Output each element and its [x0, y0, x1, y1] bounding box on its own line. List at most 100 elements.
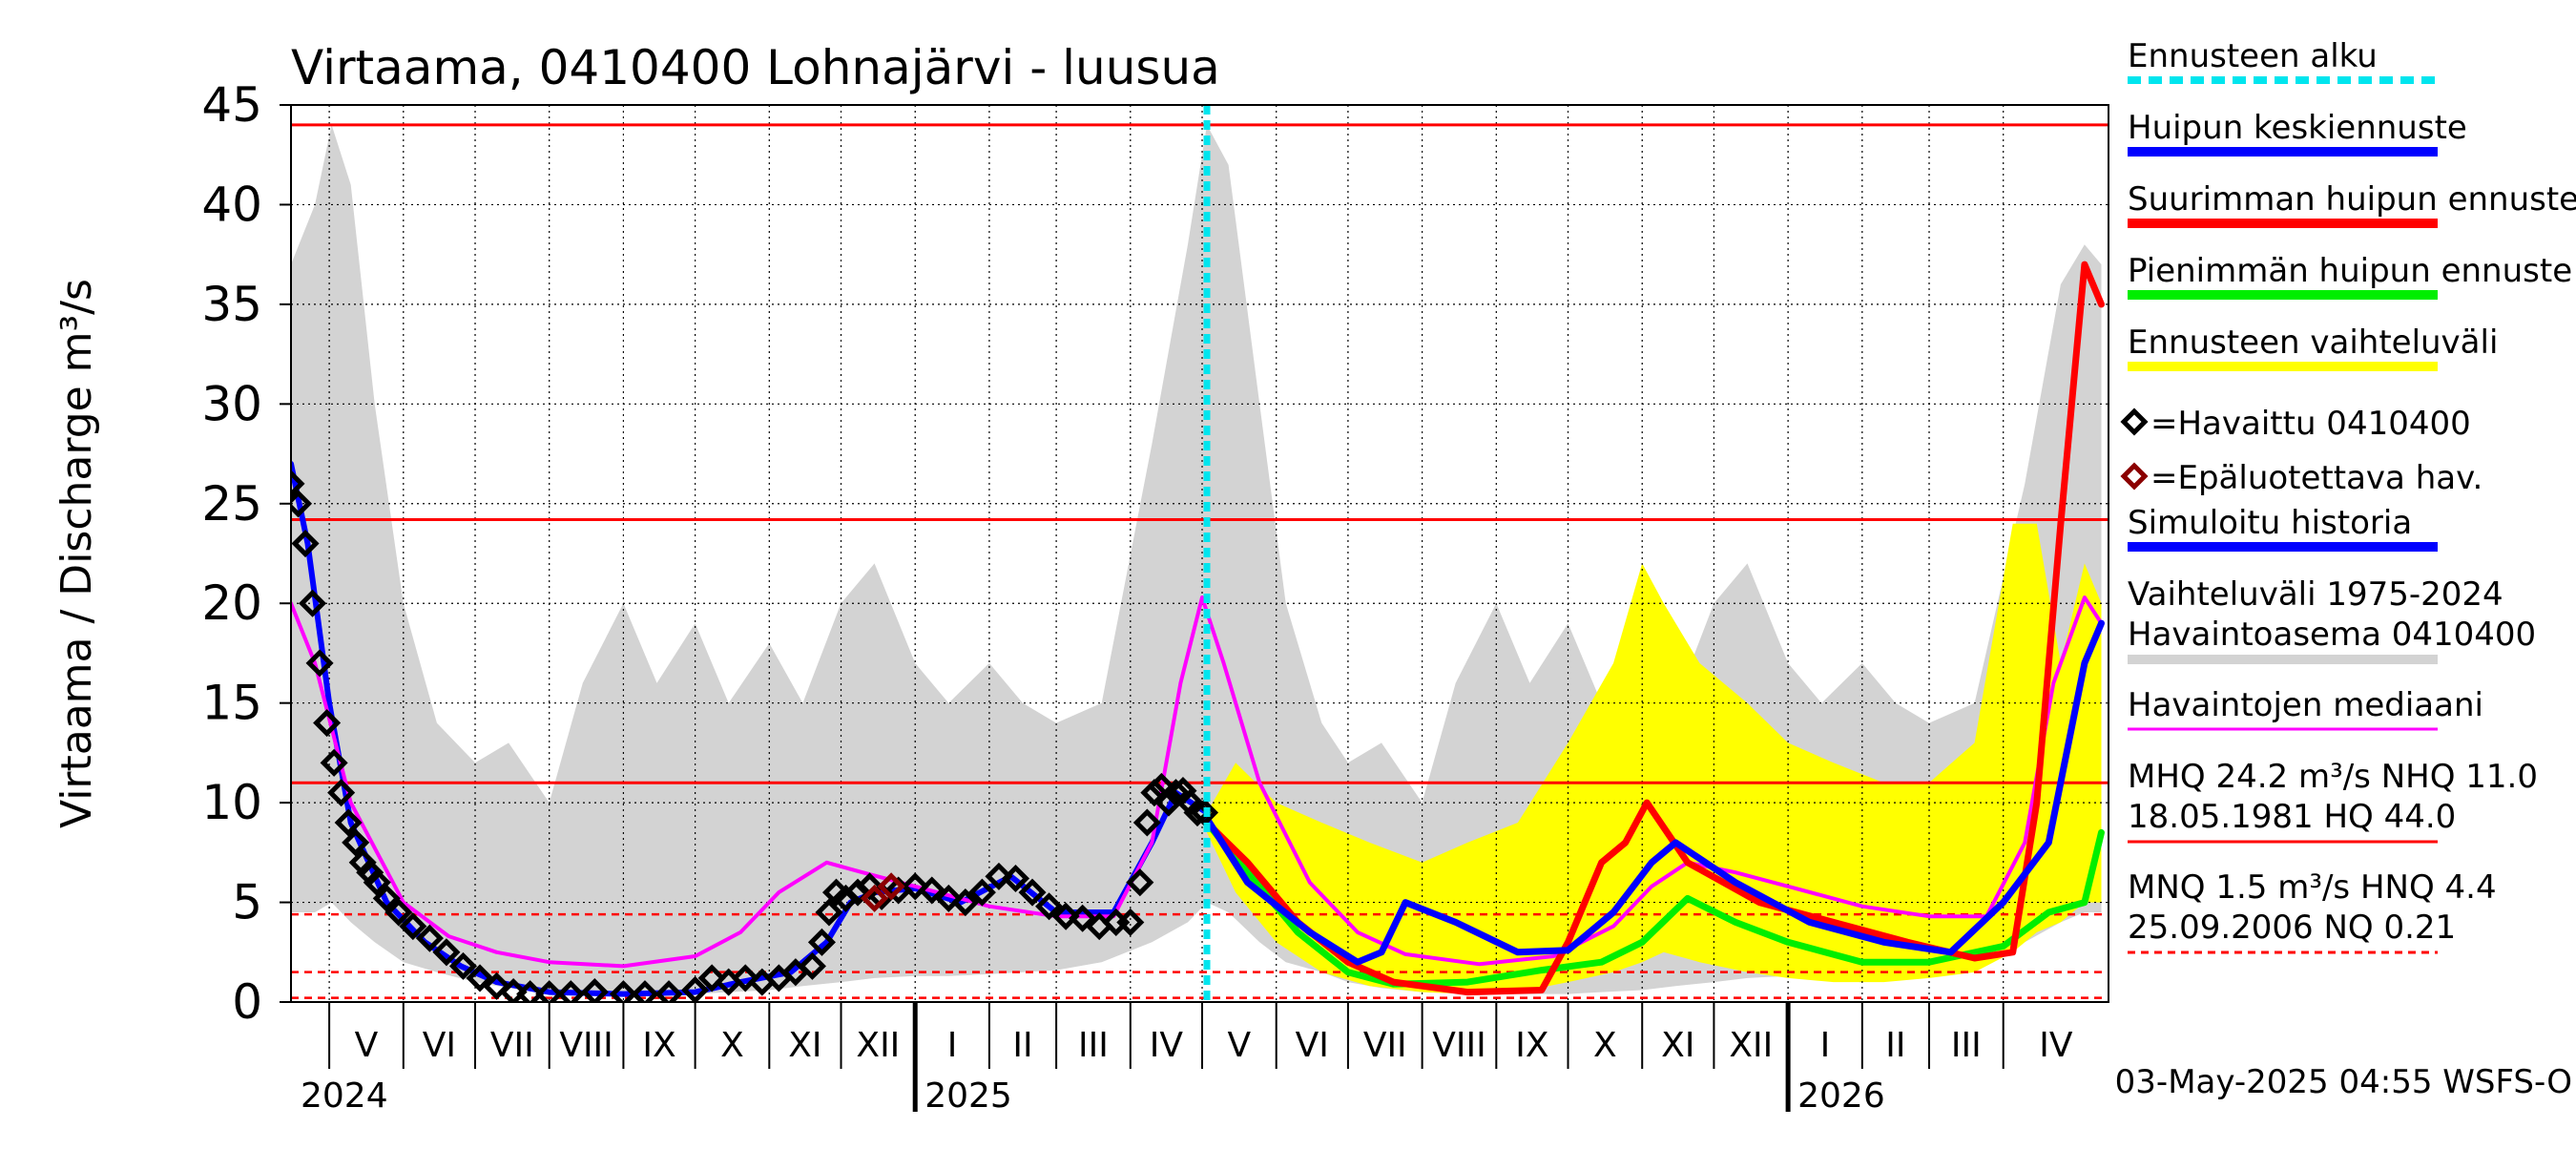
observation-point-64 [1154, 788, 1183, 817]
legend-label-7: =Epäluotettava hav. [2150, 459, 2483, 497]
observation-point-18 [432, 938, 461, 967]
y-tick-label-20: 20 [201, 575, 262, 631]
legend-item-4: Pienimmän huipun ennuste [2128, 252, 2572, 300]
legend-marker-7 [2120, 462, 2149, 491]
month-label-15: VII [1363, 1026, 1407, 1065]
legend-item-12: MNQ 1.5 m³/s HNQ 4.425.09.2006 NQ 0.21 [2128, 868, 2497, 954]
year-label-2024: 2024 [301, 1076, 388, 1116]
month-label-8: XII [856, 1026, 900, 1065]
observation-point-25 [556, 980, 585, 1002]
legend-label-12: MNQ 1.5 m³/s HNQ 4.4 [2128, 868, 2497, 907]
observation-point-60 [1126, 868, 1154, 897]
observation-point-46 [901, 872, 929, 901]
legend-item-8: Simuloitu historia [2128, 504, 2438, 552]
observation-point-55 [1051, 902, 1080, 930]
observation-point-26 [580, 978, 609, 1002]
observation-point-59 [1116, 908, 1145, 936]
min-peak-forecast-line [1203, 819, 2105, 988]
month-label-13: V [1228, 1026, 1252, 1065]
legend-label-10: Havaintojen mediaani [2128, 686, 2483, 724]
legend-label-2: Huipun keskiennuste [2128, 109, 2467, 147]
legend-label-9: Vaihteluväli 1975-2024 [2128, 575, 2503, 614]
legend-label-5: Ennusteen vaihteluväli [2128, 324, 2498, 362]
y-tick-label-25: 25 [201, 476, 262, 532]
month-label-5: IX [642, 1026, 675, 1065]
observation-point-3 [291, 530, 320, 558]
observation-point-15 [384, 898, 413, 927]
observation-point-62 [1140, 779, 1169, 807]
legend-item-1: Ennusteen alku [2128, 37, 2438, 84]
observation-point-24 [535, 980, 564, 1002]
legend-item-5: Ennusteen vaihteluväli [2128, 324, 2498, 371]
legend-label-4: Pienimmän huipun ennuste [2128, 252, 2572, 290]
observation-point-13 [363, 868, 391, 897]
legend-label-1: Ennusteen alku [2128, 37, 2378, 75]
observation-point-39 [815, 898, 843, 927]
plot-frame [290, 104, 2109, 1003]
month-label-9: I [947, 1026, 958, 1065]
observation-point-33 [731, 964, 759, 992]
year-label-2025: 2025 [924, 1076, 1012, 1116]
observation-point-6 [313, 709, 342, 738]
month-label-17: IX [1515, 1026, 1548, 1065]
observation-point-30 [681, 975, 710, 1002]
observation-point-27 [609, 980, 637, 1002]
observation-point-52 [1001, 864, 1030, 893]
chart-title: Virtaama, 0410400 Lohnajärvi - luusua [291, 40, 1220, 95]
legend-item-10: Havaintojen mediaani [2128, 686, 2483, 731]
legend-label-6: =Havaittu 0410400 [2150, 405, 2471, 443]
forecast-band-area [1207, 523, 2102, 994]
month-label-12: IV [1150, 1026, 1184, 1065]
observation-point-53 [1018, 878, 1047, 907]
legend-item-2: Huipun keskiennuste [2128, 109, 2467, 157]
observation-point-47 [918, 876, 946, 905]
month-label-16: VIII [1432, 1026, 1485, 1065]
observation-point-1 [291, 470, 305, 498]
y-axis-label: Virtaama / Discharge m³/s [52, 279, 101, 828]
y-tick-label-40: 40 [201, 177, 262, 232]
legend-item-3: Suurimman huipun ennuste [2128, 180, 2576, 228]
observation-point-7 [320, 748, 348, 777]
observation-point-14 [372, 884, 401, 912]
month-label-7: XI [788, 1026, 821, 1065]
y-tick-label-30: 30 [201, 376, 262, 431]
observation-point-8 [327, 779, 356, 807]
unreliable-observation-point-2 [877, 872, 905, 901]
observation-point-28 [631, 980, 659, 1002]
y-tick-label-10: 10 [201, 775, 262, 830]
observation-point-65 [1161, 779, 1190, 807]
observation-point-5 [305, 649, 334, 678]
mean-peak-forecast-line [1203, 619, 2105, 966]
max-peak-forecast-line [1203, 261, 2105, 996]
observation-point-51 [985, 862, 1013, 890]
observation-point-37 [798, 951, 826, 980]
observation-point-23 [516, 980, 545, 1002]
month-label-10: II [1012, 1026, 1032, 1065]
legend-item-9: Vaihteluväli 1975-2024 Havaintoasema 041… [2128, 575, 2536, 664]
median-line [291, 595, 2104, 969]
y-tick-label-5: 5 [232, 875, 262, 930]
legend-marker-6 [2120, 407, 2149, 436]
y-tick-label-35: 35 [201, 277, 262, 332]
observation-point-22 [499, 978, 528, 1002]
legend-label-3: Suurimman huipun ennuste [2128, 180, 2576, 219]
observation-point-4 [299, 589, 327, 617]
month-label-21: I [1820, 1026, 1831, 1065]
observation-point-56 [1069, 904, 1097, 932]
observation-point-10 [342, 828, 370, 857]
y-tick-label-0: 0 [232, 974, 262, 1030]
observation-point-31 [697, 964, 726, 992]
legend-label-11: MHQ 24.2 m³/s NHQ 11.0 [2128, 758, 2538, 796]
observation-point-29 [654, 980, 683, 1002]
footer-timestamp: 03-May-2025 04:55 WSFS-O [2115, 1063, 2572, 1101]
observation-point-20 [466, 964, 494, 992]
month-label-22: II [1885, 1026, 1905, 1065]
legend-item-11: MHQ 24.2 m³/s NHQ 11.018.05.1981 HQ 44.0 [2128, 758, 2538, 844]
legend-item-7: =Epäluotettava hav. [2120, 459, 2483, 497]
month-label-3: VII [490, 1026, 534, 1065]
observation-point-54 [1035, 892, 1064, 921]
month-label-4: VIII [559, 1026, 613, 1065]
month-label-1: V [355, 1026, 379, 1065]
legend-label2-9: Havaintoasema 0410400 [2128, 616, 2536, 654]
